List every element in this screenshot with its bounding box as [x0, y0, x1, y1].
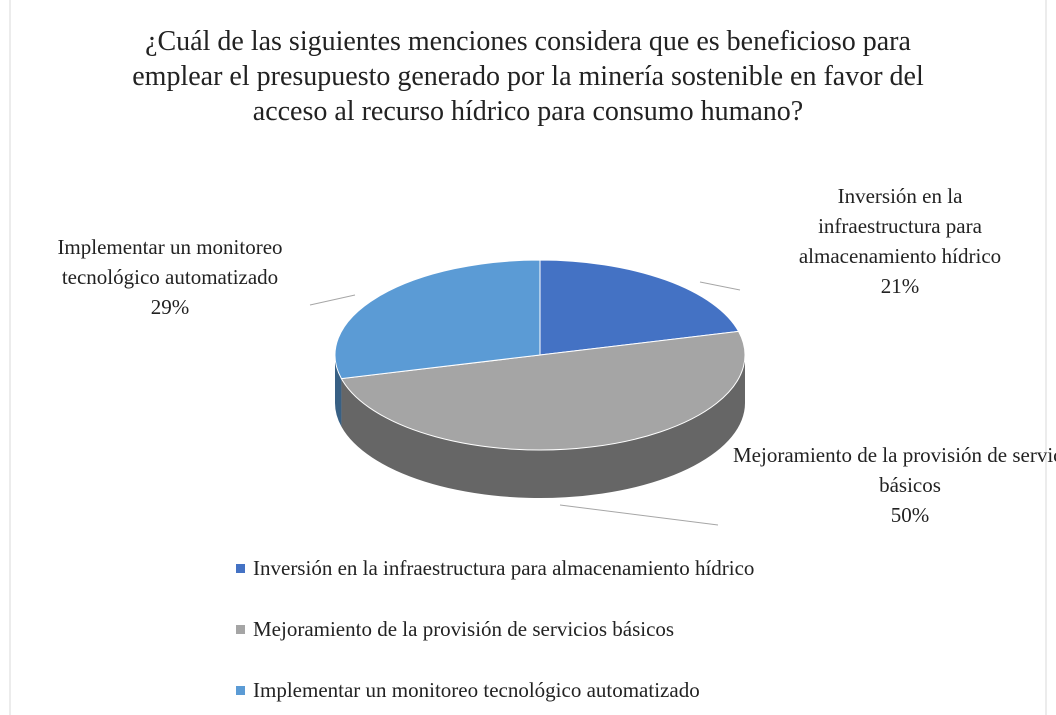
data-label: Mejoramiento de la provisión de servicio… — [725, 440, 1056, 530]
data-label-value: 29% — [150, 295, 190, 319]
data-label-value: 21% — [880, 274, 920, 298]
data-label: Implementar un monitoreo tecnológico aut… — [20, 232, 320, 322]
legend-label: Implementar un monitoreo tecnológico aut… — [253, 678, 700, 702]
legend-entry: Inversión en la infraestructura para alm… — [236, 556, 754, 581]
legend-swatch — [236, 686, 245, 695]
slices — [334, 259, 746, 498]
data-label-value: 50% — [890, 503, 930, 527]
data-label-name: Inversión en la infraestructura para alm… — [798, 184, 1002, 268]
legend-swatch — [236, 625, 245, 634]
slice — [340, 330, 746, 451]
legend-label: Inversión en la infraestructura para alm… — [253, 556, 755, 580]
legend-entry: Mejoramiento de la provisión de servicio… — [236, 617, 674, 642]
leader-line — [699, 281, 741, 291]
data-label-name: Implementar un monitoreo tecnológico aut… — [57, 235, 283, 289]
legend-swatch — [236, 564, 245, 573]
data-label-name: Mejoramiento de la provisión de servicio… — [733, 443, 1056, 497]
slice — [539, 259, 740, 356]
chart-title: ¿Cuál de las siguientes menciones consid… — [132, 26, 924, 127]
leader-line — [559, 504, 719, 526]
slice-side — [335, 355, 342, 427]
leader-line — [309, 294, 356, 306]
slice — [334, 259, 541, 380]
data-label: Inversión en la infraestructura para alm… — [790, 181, 1010, 301]
legend-entry: Implementar un monitoreo tecnológico aut… — [236, 678, 700, 703]
legend-label: Mejoramiento de la provisión de servicio… — [253, 617, 675, 641]
slice-side — [341, 355, 745, 498]
